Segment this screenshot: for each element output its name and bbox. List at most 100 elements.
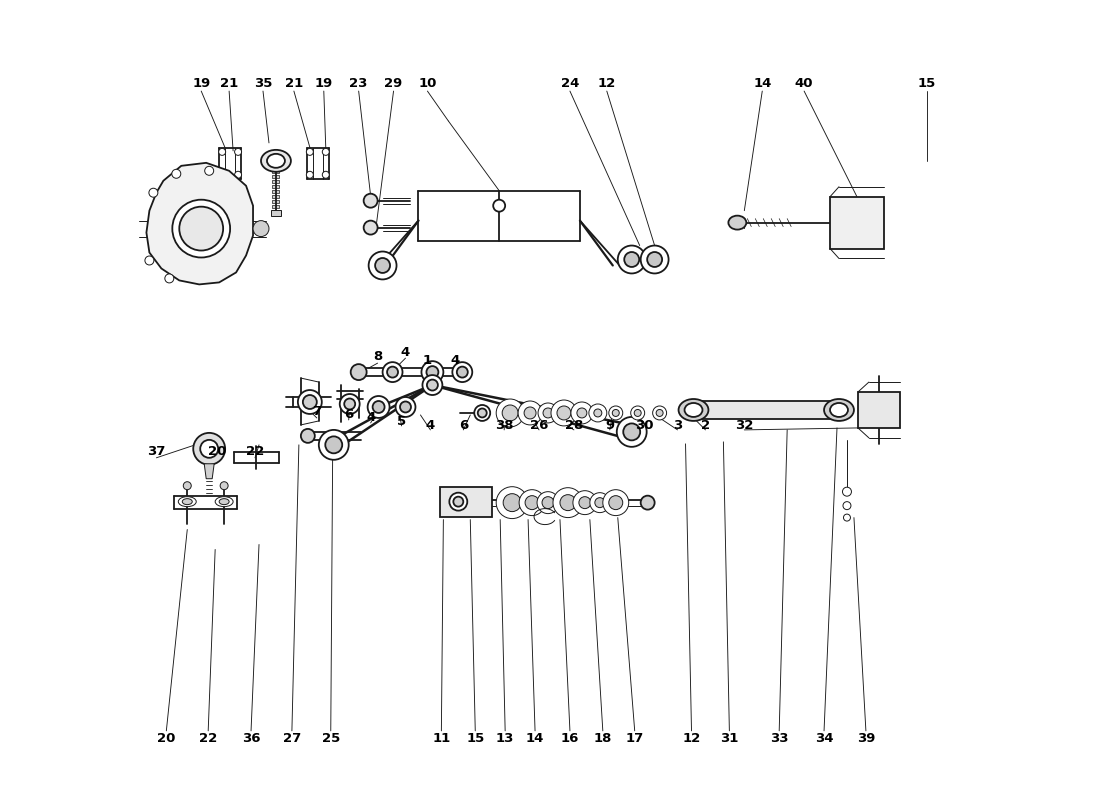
- Text: 21: 21: [285, 77, 303, 90]
- Ellipse shape: [503, 494, 521, 512]
- Ellipse shape: [588, 404, 607, 422]
- Ellipse shape: [543, 408, 553, 418]
- Ellipse shape: [652, 406, 667, 420]
- Ellipse shape: [630, 406, 645, 420]
- Ellipse shape: [219, 498, 229, 505]
- Text: 40: 40: [795, 77, 813, 90]
- Ellipse shape: [496, 486, 528, 518]
- Text: 11: 11: [432, 732, 451, 746]
- Text: 4: 4: [451, 354, 460, 366]
- Text: 9: 9: [605, 419, 615, 433]
- Text: 15: 15: [917, 77, 936, 90]
- Text: 2: 2: [701, 419, 710, 433]
- Ellipse shape: [234, 171, 242, 178]
- Ellipse shape: [145, 256, 154, 265]
- Ellipse shape: [340, 394, 360, 414]
- Text: 37: 37: [147, 446, 166, 458]
- Text: 4: 4: [426, 419, 434, 433]
- Ellipse shape: [172, 170, 180, 178]
- Text: 3: 3: [673, 419, 682, 433]
- Polygon shape: [146, 163, 253, 285]
- Text: 35: 35: [254, 77, 272, 90]
- Ellipse shape: [595, 498, 605, 508]
- Ellipse shape: [496, 399, 524, 427]
- Text: 4: 4: [400, 346, 410, 358]
- Ellipse shape: [253, 221, 270, 237]
- Ellipse shape: [537, 492, 559, 514]
- Text: 19: 19: [315, 77, 333, 90]
- Text: 29: 29: [384, 77, 403, 90]
- Text: 30: 30: [636, 419, 653, 433]
- Bar: [273, 190, 279, 194]
- Ellipse shape: [503, 405, 518, 421]
- Ellipse shape: [261, 150, 290, 172]
- Ellipse shape: [553, 488, 583, 518]
- Ellipse shape: [148, 188, 158, 198]
- Bar: [273, 180, 279, 183]
- Ellipse shape: [322, 171, 329, 178]
- Text: 17: 17: [626, 732, 644, 746]
- Ellipse shape: [560, 494, 576, 510]
- Ellipse shape: [421, 361, 443, 383]
- Text: 31: 31: [720, 732, 738, 746]
- Ellipse shape: [219, 148, 225, 155]
- Ellipse shape: [367, 396, 389, 418]
- Ellipse shape: [525, 496, 539, 510]
- Bar: [273, 200, 279, 203]
- Ellipse shape: [640, 496, 654, 510]
- Text: 21: 21: [220, 77, 239, 90]
- Ellipse shape: [306, 171, 313, 178]
- Ellipse shape: [844, 514, 850, 521]
- Ellipse shape: [322, 148, 329, 155]
- Ellipse shape: [538, 403, 558, 423]
- Text: 7: 7: [312, 406, 321, 418]
- Ellipse shape: [843, 502, 851, 510]
- Ellipse shape: [618, 246, 646, 274]
- Ellipse shape: [474, 405, 491, 421]
- Text: 36: 36: [242, 732, 261, 746]
- Text: 19: 19: [192, 77, 210, 90]
- Ellipse shape: [319, 430, 349, 460]
- Ellipse shape: [216, 497, 233, 506]
- Ellipse shape: [551, 400, 576, 426]
- Ellipse shape: [571, 402, 593, 424]
- Ellipse shape: [635, 410, 641, 417]
- Polygon shape: [205, 464, 214, 478]
- Ellipse shape: [302, 395, 317, 409]
- Ellipse shape: [452, 362, 472, 382]
- Ellipse shape: [200, 440, 218, 458]
- Text: 12: 12: [682, 732, 701, 746]
- Bar: [440, 486, 492, 517]
- Ellipse shape: [590, 493, 609, 513]
- Ellipse shape: [375, 258, 390, 273]
- Ellipse shape: [396, 397, 416, 417]
- Ellipse shape: [603, 490, 629, 515]
- Ellipse shape: [373, 401, 385, 413]
- Bar: [273, 205, 279, 208]
- Ellipse shape: [427, 379, 438, 390]
- Bar: [829, 197, 884, 249]
- Text: 6: 6: [459, 419, 468, 433]
- Ellipse shape: [383, 362, 403, 382]
- Ellipse shape: [518, 401, 542, 425]
- Ellipse shape: [219, 171, 225, 178]
- Ellipse shape: [640, 246, 669, 274]
- Text: 1: 1: [422, 354, 432, 366]
- Text: 23: 23: [350, 77, 367, 90]
- Text: 39: 39: [857, 732, 876, 746]
- Ellipse shape: [617, 417, 647, 447]
- Bar: [273, 195, 279, 198]
- Ellipse shape: [647, 252, 662, 267]
- Text: 14: 14: [526, 732, 544, 746]
- Ellipse shape: [456, 366, 468, 378]
- Text: 12: 12: [597, 77, 616, 90]
- Ellipse shape: [519, 490, 544, 515]
- Text: 16: 16: [561, 732, 579, 746]
- Ellipse shape: [624, 423, 640, 440]
- Ellipse shape: [173, 200, 230, 258]
- Ellipse shape: [178, 497, 196, 506]
- Ellipse shape: [453, 497, 463, 506]
- Ellipse shape: [608, 496, 623, 510]
- Ellipse shape: [493, 200, 505, 212]
- Text: 32: 32: [735, 419, 754, 433]
